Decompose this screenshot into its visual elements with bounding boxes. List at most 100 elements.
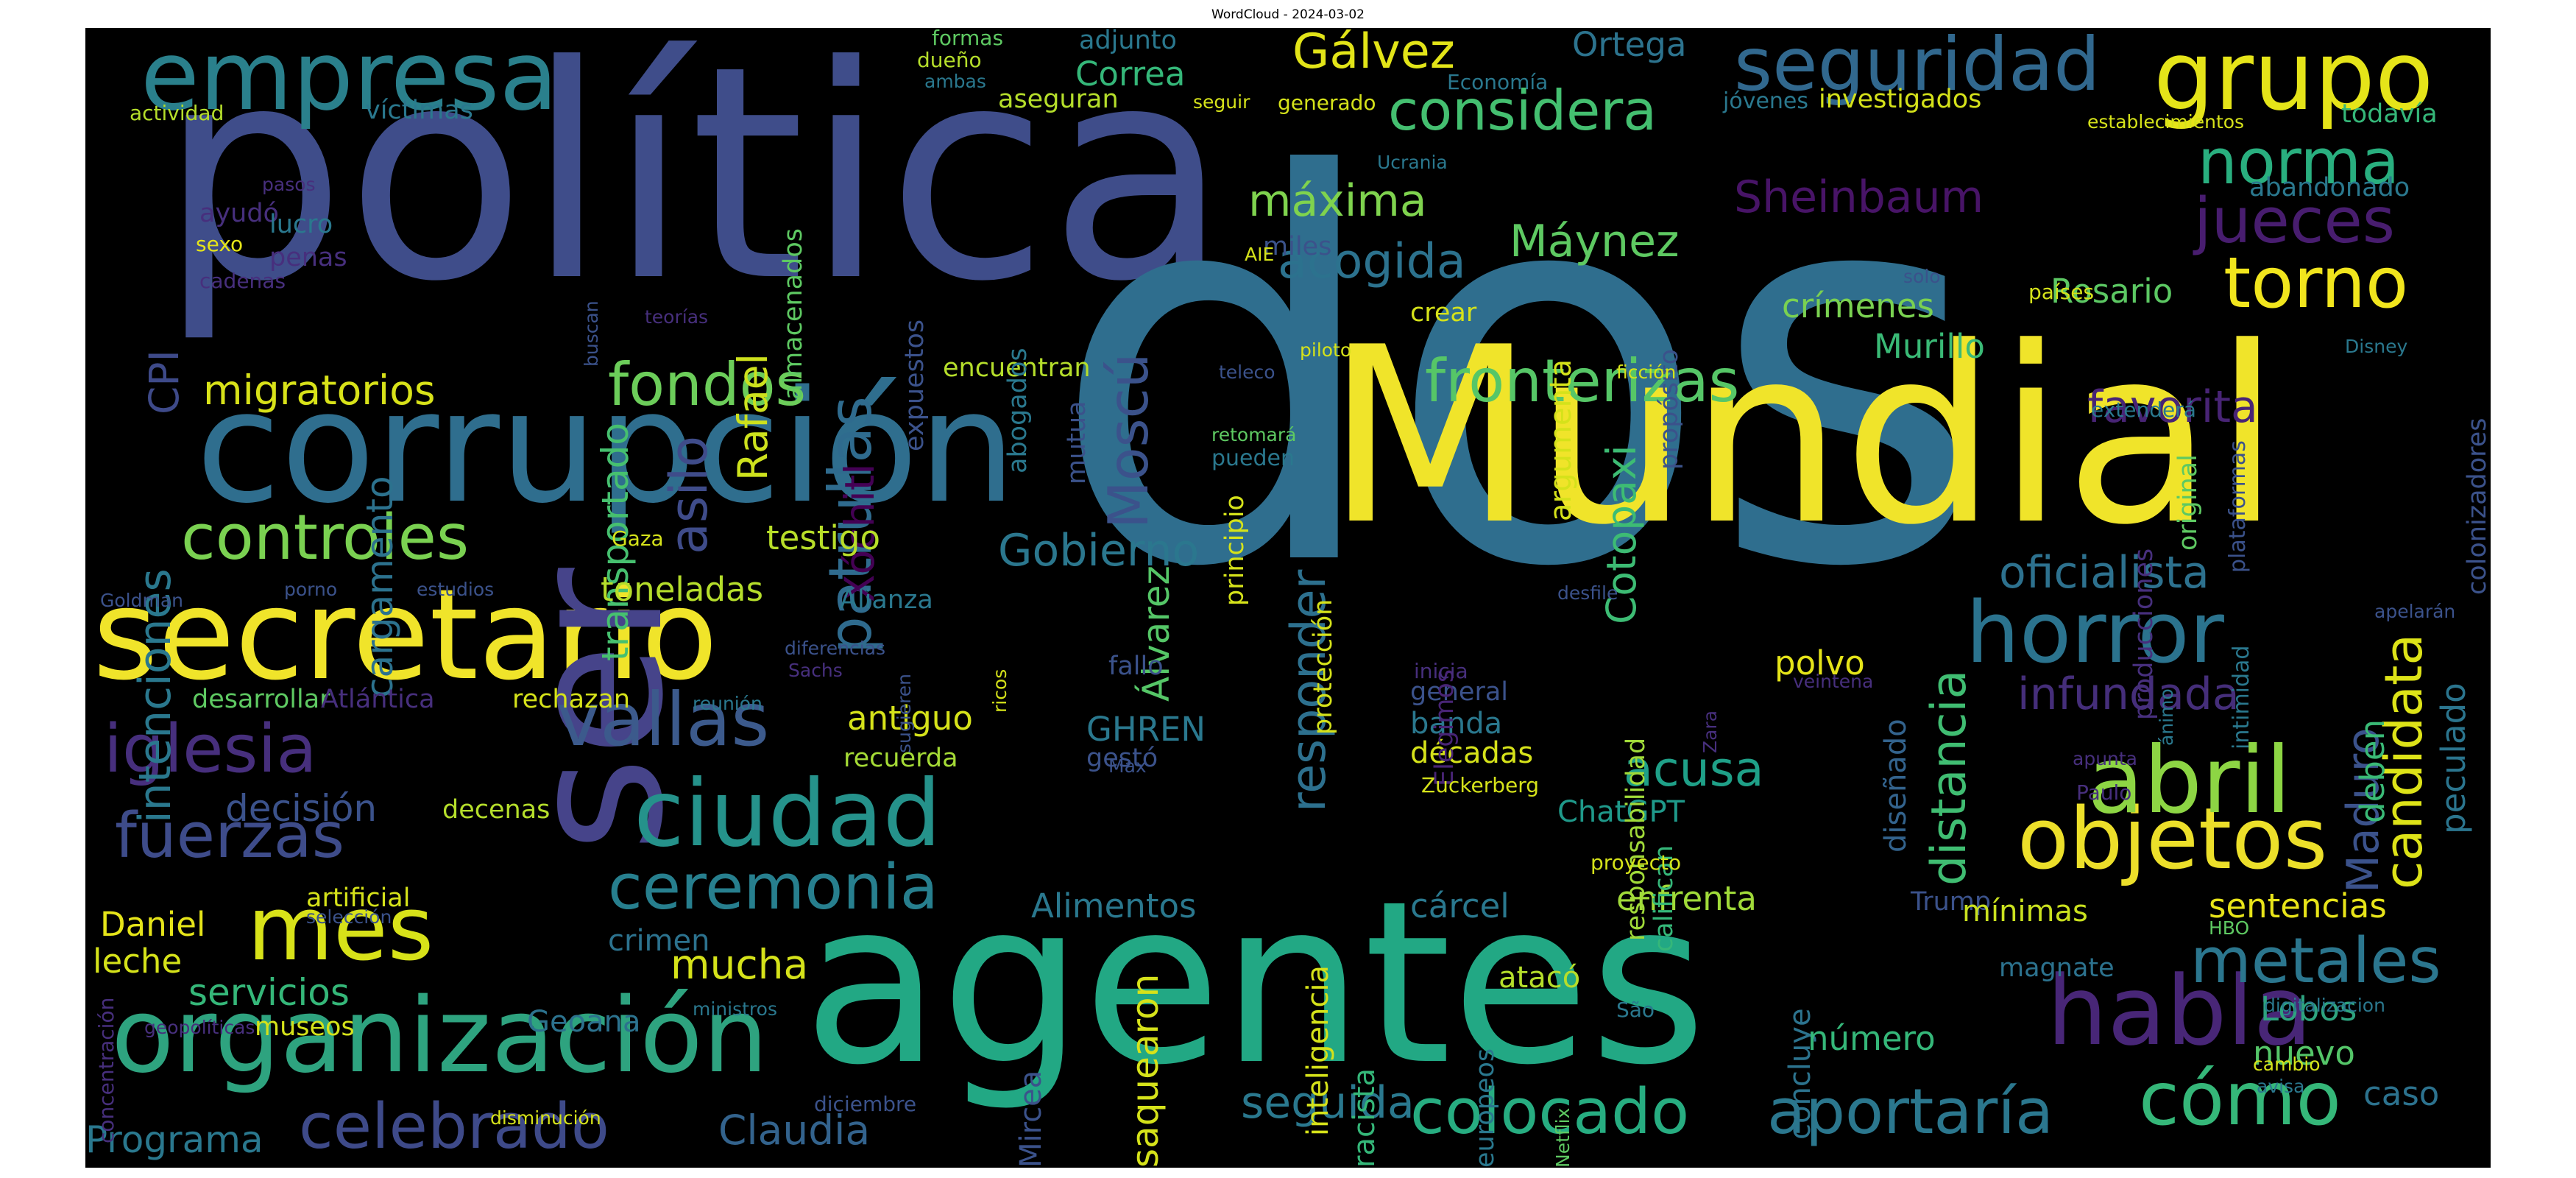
cloud-word: Trump <box>1911 887 1992 917</box>
cloud-word: Mundial <box>1326 295 2282 578</box>
cloud-word: cambio <box>2253 1054 2321 1075</box>
cloud-word: metales <box>2190 925 2441 998</box>
cloud-word: solo <box>1903 266 1941 287</box>
cloud-word: países <box>2028 280 2095 304</box>
cloud-word: todavía <box>2341 99 2438 129</box>
cloud-word: colonizadores <box>2463 417 2491 595</box>
cloud-word: Elegimos <box>1430 669 1459 786</box>
cloud-word: argumenta <box>1544 359 1578 521</box>
cloud-word: ánimo <box>2156 688 2177 746</box>
cloud-word: Ucrania <box>1377 152 1448 173</box>
cloud-word: colocado <box>1410 1076 1690 1149</box>
cloud-word: ciudad <box>634 761 941 867</box>
cloud-word: mes <box>247 878 434 981</box>
cloud-word: desfile <box>1557 582 1618 604</box>
cloud-word: oficialista <box>1999 547 2209 599</box>
cloud-word: servicios <box>188 971 350 1014</box>
cloud-word: miles <box>1263 232 1332 261</box>
cloud-word: acogida <box>1278 234 1466 289</box>
cloud-word: sentencias <box>2209 886 2387 925</box>
cloud-word: Rafael <box>729 353 776 481</box>
cloud-word: recuerda <box>843 744 958 773</box>
cloud-word: enfrenta <box>1616 879 1757 918</box>
cloud-word: saquearon <box>1124 973 1167 1168</box>
cloud-word: Alimentos <box>1031 886 1197 925</box>
cloud-word: ceremonia <box>608 851 938 924</box>
cloud-word: Mircea <box>1014 1070 1048 1168</box>
cloud-word: grupo <box>2154 28 2434 132</box>
cloud-word: proyecto <box>1590 850 1682 875</box>
cloud-word: HBO <box>2209 917 2250 939</box>
cloud-word: retomará <box>1211 424 1297 445</box>
cloud-word: seguridad <box>1734 28 2101 107</box>
cloud-word: porno <box>284 579 338 600</box>
cloud-word: Gálvez <box>1292 28 1455 80</box>
cloud-word: fuerzas <box>115 800 345 872</box>
cloud-word: Netflix <box>1552 1107 1574 1168</box>
cloud-word: Geoana <box>527 1005 641 1039</box>
cloud-word: CPI <box>141 350 188 415</box>
cloud-word: Atlántica <box>321 685 435 714</box>
page-title: WordCloud - 2024-03-02 <box>1211 7 1365 22</box>
cloud-word: Programa <box>85 1118 263 1161</box>
cloud-word: gestó <box>1086 744 1158 773</box>
cloud-word: inteligencia <box>1301 965 1335 1136</box>
cloud-word: mutua <box>1062 401 1091 484</box>
cloud-word: Zara <box>1699 710 1721 753</box>
cloud-word: aseguran <box>998 85 1119 114</box>
cloud-word: teleco <box>1219 361 1275 383</box>
cloud-word: organización <box>111 976 768 1096</box>
cloud-word: Murillo <box>1874 327 1985 366</box>
cloud-word: crímenes <box>1782 286 1934 325</box>
cloud-word: diciembre <box>814 1092 917 1116</box>
cloud-word: acusa <box>1624 742 1764 797</box>
cloud-word: Disney <box>2345 336 2408 357</box>
cloud-word: agentes <box>803 853 1707 1114</box>
cloud-word: mínimas <box>1962 895 2088 928</box>
cloud-word: empresa <box>141 28 559 132</box>
cloud-word: Sheinbaum <box>1734 172 1984 223</box>
cloud-word: ricos <box>989 669 1011 713</box>
cloud-word: celebrado <box>299 1090 609 1163</box>
cloud-word: ayudó <box>199 199 279 228</box>
cloud-word: Gaza <box>612 526 664 551</box>
cloud-word: Economía <box>1447 70 1549 94</box>
cloud-word: diferencias <box>785 638 885 659</box>
cloud-word: Claudia <box>718 1107 871 1154</box>
cloud-word: protección <box>1309 599 1338 735</box>
cloud-word: museos <box>255 1012 355 1042</box>
cloud-word: jueces <box>2194 185 2396 258</box>
cloud-word: abandonado <box>2249 173 2410 202</box>
cloud-word: europeos <box>1471 1048 1500 1168</box>
cloud-word: deben <box>2353 719 2392 823</box>
cloud-word: estudios <box>417 579 495 600</box>
cloud-word: decisión <box>225 787 378 830</box>
cloud-word: polvo <box>1774 643 1865 683</box>
cloud-word: iglesia <box>104 710 317 788</box>
cloud-word: encuentran <box>943 353 1091 383</box>
cloud-word: banda <box>1410 707 1503 741</box>
cloud-word: avisa <box>2257 1076 2305 1097</box>
cloud-word: disminución <box>490 1107 601 1129</box>
cloud-word: pueden <box>1211 445 1295 471</box>
cloud-word: AIE <box>1245 244 1275 265</box>
cloud-word: asilo <box>659 435 719 554</box>
cloud-word: original <box>2173 454 2203 551</box>
cloud-word: abogados <box>1003 348 1033 473</box>
cloud-word: general <box>1410 677 1509 707</box>
cloud-word: inicia <box>1414 659 1468 683</box>
cloud-word: lucro <box>269 210 333 239</box>
cloud-word: teorías <box>645 306 709 328</box>
cloud-word: Max <box>1108 755 1147 777</box>
cloud-word: víctimas <box>365 96 473 125</box>
cloud-word: Alianza <box>840 585 933 615</box>
cloud-word: apelarán <box>2374 601 2456 622</box>
cloud-word: extenderá <box>2091 398 2196 422</box>
cloud-word: Rosario <box>2050 272 2173 311</box>
cloud-word: mucha <box>670 941 809 988</box>
cloud-word: adjunto <box>1079 28 1177 55</box>
cloud-word: buscan <box>581 300 602 367</box>
cloud-word: Máynez <box>1510 216 1680 267</box>
cloud-word: racista <box>1348 1068 1381 1168</box>
cloud-word: sexo <box>196 232 244 256</box>
